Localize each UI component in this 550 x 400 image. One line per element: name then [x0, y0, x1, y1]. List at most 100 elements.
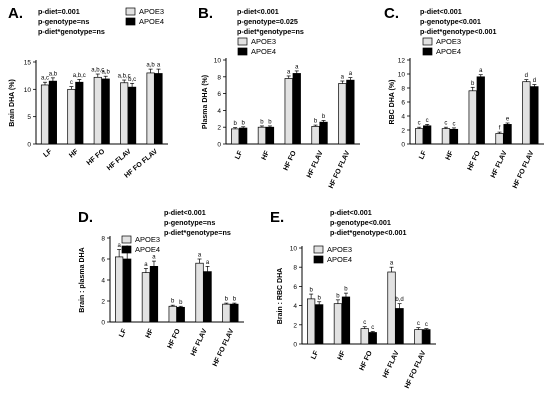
x-tick-label: HF FO FLAV — [512, 150, 536, 190]
bar-apoe3 — [93, 76, 102, 145]
significance-letter: a — [206, 260, 210, 266]
y-axis-label: Plasma DHA (%) — [202, 75, 209, 129]
y-tick-label: 6 — [401, 100, 405, 107]
significance-letter: d — [525, 73, 528, 79]
significance-letter: a — [295, 64, 299, 70]
bar-apoe3 — [141, 272, 151, 323]
significance-letter: d — [533, 78, 536, 84]
bar-apoe3 — [120, 82, 129, 145]
significance-letter: a — [152, 255, 156, 261]
bar-apoe3 — [67, 88, 76, 145]
bar-apoe3 — [415, 128, 424, 145]
stats-line: p-diet*genotype<0.001 — [330, 228, 407, 237]
x-tick-label: HF — [445, 149, 456, 161]
bar-apoe3 — [387, 271, 396, 345]
significance-letter: a,b — [49, 71, 58, 77]
bar-apoe4 — [265, 126, 275, 145]
legend-label: APOE4 — [135, 245, 160, 254]
x-tick-label: HF — [145, 327, 156, 339]
significance-letter: b — [314, 119, 318, 125]
bar-apoe4 — [128, 86, 137, 145]
significance-letter: a — [341, 75, 345, 81]
significance-letter: c — [417, 321, 420, 327]
x-tick-label: HF FO — [283, 149, 298, 171]
bar-apoe4 — [230, 303, 239, 323]
significance-letter: c — [444, 121, 447, 127]
legend-swatch — [125, 17, 136, 26]
stats-line: p-diet*genotype=ns — [164, 228, 231, 237]
significance-letter: b — [309, 288, 313, 294]
bar-apoe4 — [395, 308, 404, 345]
legend-swatch — [237, 47, 248, 56]
bar-apoe4 — [346, 79, 355, 145]
significance-letter: b — [322, 114, 326, 120]
y-tick-label: 10 — [398, 72, 406, 79]
y-tick-label: 6 — [101, 257, 105, 264]
significance-letter: a — [125, 245, 129, 251]
significance-letter: a — [390, 261, 394, 267]
y-tick-label: 2 — [293, 322, 297, 329]
stats-line: p-genotype=ns — [164, 218, 215, 227]
significance-letter: a — [144, 262, 148, 268]
bar-apoe3 — [441, 128, 451, 145]
chart-panel-1: B. p-diet<0.001p-genotype=0.025p-diet*gen… — [198, 5, 360, 190]
legend-label: APOE4 — [436, 47, 461, 56]
y-tick-label: 4 — [293, 303, 297, 310]
significance-letter: a,b,c — [118, 74, 131, 80]
bar-apoe4 — [449, 128, 459, 145]
bar-apoe3 — [468, 90, 477, 145]
y-tick-label: 0 — [401, 142, 405, 149]
significance-letter: b — [233, 121, 237, 127]
bar-apoe3 — [522, 81, 531, 145]
y-tick-label: 6 — [293, 284, 297, 291]
bar-apoe3 — [414, 329, 423, 345]
x-tick-label: HF — [261, 149, 272, 161]
y-tick-label: 0 — [293, 342, 297, 349]
legend-swatch — [237, 37, 248, 46]
bar-apoe3 — [222, 303, 231, 323]
significance-letter: a,b — [102, 70, 111, 76]
significance-letter: c — [70, 80, 73, 86]
y-tick-label: 8 — [293, 265, 297, 272]
legend-label: APOE3 — [251, 37, 276, 46]
bar-apoe4 — [292, 73, 301, 145]
legend-swatch — [125, 7, 136, 16]
x-tick-label: HF FLAV — [306, 150, 325, 180]
bar-apoe3 — [307, 298, 316, 345]
bar-apoe3 — [257, 126, 267, 145]
y-tick-label: 6 — [217, 91, 221, 98]
bar-apoe4 — [239, 127, 248, 145]
y-tick-label: 4 — [101, 278, 105, 285]
significance-letter: b — [171, 299, 175, 305]
bar-apoe4 — [203, 271, 212, 323]
significance-letter: a — [117, 243, 121, 249]
y-tick-label: 5 — [27, 114, 31, 121]
significance-letter: a — [479, 68, 483, 74]
y-tick-label: 10 — [214, 58, 222, 65]
significance-letter: b — [268, 119, 272, 125]
y-tick-label: 10 — [290, 246, 298, 253]
y-tick-label: 2 — [401, 128, 405, 135]
stats-line: p-diet<0.001 — [330, 208, 372, 217]
stats-line: p-genotype=ns — [38, 17, 89, 26]
bar-apoe4 — [341, 296, 351, 345]
bar-apoe4 — [530, 86, 539, 145]
legend-label: APOE3 — [436, 37, 461, 46]
y-tick-label: 8 — [217, 74, 221, 81]
y-axis-label: RBC DHA (%) — [389, 80, 396, 125]
significance-letter: b — [179, 300, 183, 306]
panel-label: B. — [198, 5, 213, 22]
panel-label: E. — [270, 209, 284, 226]
x-tick-label: HF — [68, 148, 80, 160]
bar-apoe4 — [176, 306, 185, 323]
significance-letter: a,c — [41, 76, 49, 82]
significance-letter: a — [287, 69, 291, 75]
stats-line: p-diet<0.001 — [164, 208, 206, 217]
significance-letter: a,b,c — [73, 73, 86, 79]
y-tick-label: 10 — [24, 87, 32, 94]
panel-label: D. — [78, 209, 93, 226]
significance-letter: b — [336, 293, 340, 299]
significance-letter: b — [233, 297, 237, 303]
legend-label: APOE3 — [327, 245, 352, 254]
y-axis-label: Brain : RBC DHA — [277, 268, 284, 324]
